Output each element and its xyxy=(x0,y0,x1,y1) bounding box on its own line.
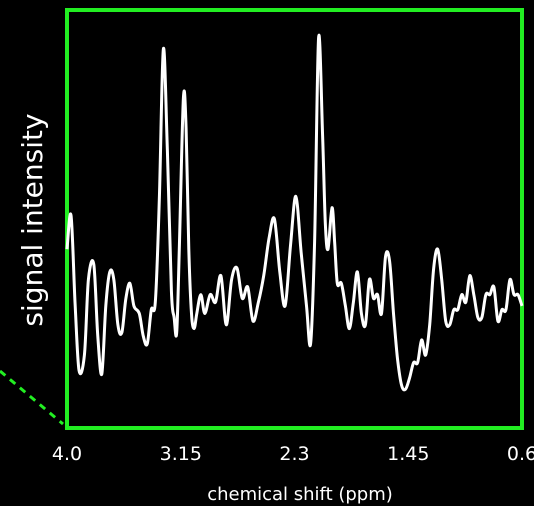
plot-layer xyxy=(65,33,524,392)
plot-frame xyxy=(65,8,524,430)
x-axis-label: chemical shift (ppm) xyxy=(207,484,393,505)
spectrum-line-0 xyxy=(65,33,524,392)
x-tick-label: 0.6 xyxy=(507,443,534,465)
x-tick-label: 1.45 xyxy=(387,443,429,465)
x-tick-label: 4.0 xyxy=(52,443,82,465)
guide-dashed-line xyxy=(0,369,64,426)
x-tick-label: 3.15 xyxy=(160,443,202,465)
x-tick-label: 2.3 xyxy=(279,443,309,465)
y-axis-label: signal intensity xyxy=(16,113,49,326)
x-tick-labels: 4.0 3.15 2.3 1.45 0.6 xyxy=(52,443,534,465)
